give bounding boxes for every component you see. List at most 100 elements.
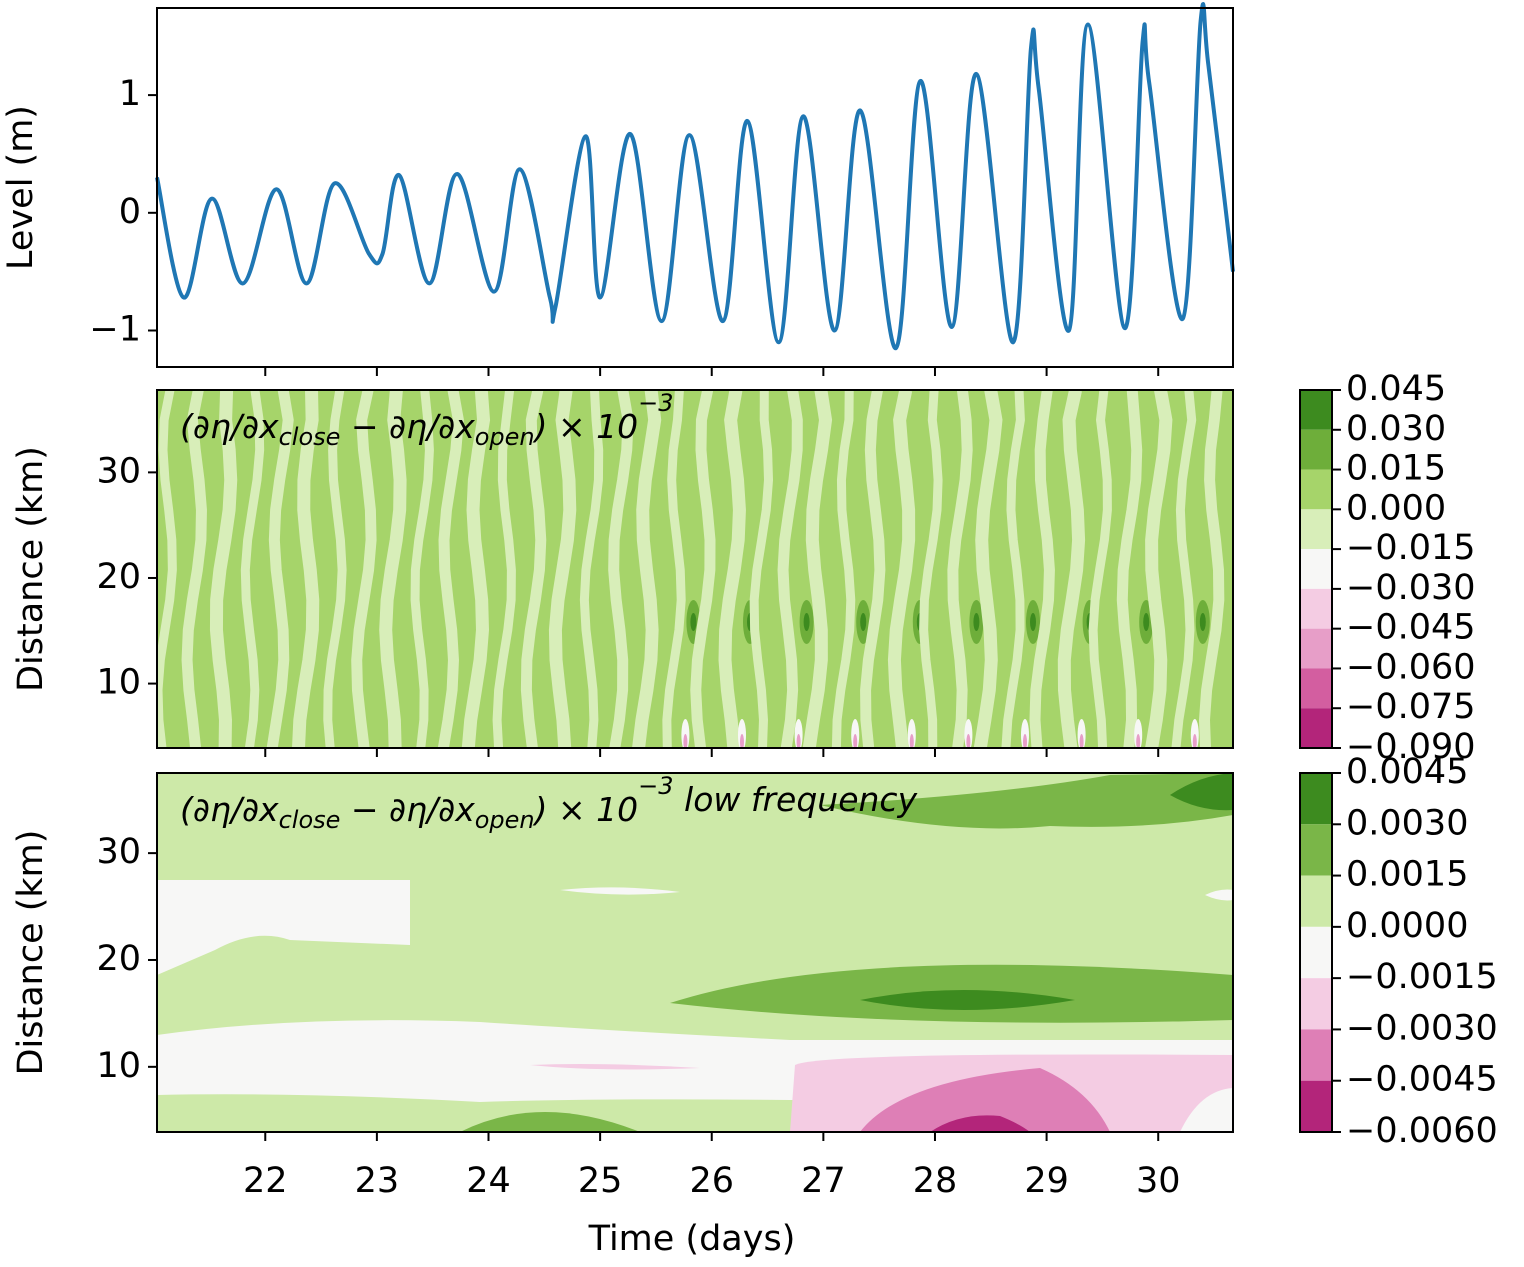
contour-stripe — [291, 390, 320, 748]
annotation-part: open — [475, 423, 535, 451]
colorbar-tick-label: 0.000 — [1346, 488, 1446, 528]
x-tick-label: 24 — [466, 1161, 511, 1201]
annotation-part: (∂η/∂x — [180, 407, 279, 446]
colorbar-band — [1300, 509, 1332, 550]
y-tick-label: −1 — [89, 310, 141, 350]
colorbar-tick-label: −0.075 — [1346, 687, 1476, 727]
x-tick-label: 30 — [1136, 1161, 1181, 1201]
colorbar-band — [1300, 628, 1332, 669]
contour-field — [157, 773, 1233, 1132]
y-axis-label: Level (m) — [1, 105, 41, 270]
y-tick-label: 10 — [96, 663, 141, 703]
contour-stripe — [240, 390, 265, 748]
contour-stripe — [437, 390, 464, 748]
colorbar-band — [1300, 708, 1332, 748]
y-axis-label: Distance (km) — [11, 830, 51, 1076]
contour-stripe — [718, 390, 746, 748]
colorbar-tick-label: −0.0060 — [1346, 1111, 1498, 1151]
colorbar-tick-label: 0.0045 — [1346, 752, 1468, 792]
annotation-part: ) × 10 — [532, 407, 639, 446]
colorbar-tick-label: −0.015 — [1346, 528, 1476, 568]
colorbar-tick-label: −0.030 — [1346, 568, 1476, 608]
colorbar-tick-label: 0.0015 — [1346, 855, 1468, 895]
contour-stripe — [662, 390, 686, 748]
contour-stripe — [777, 390, 803, 748]
colorbar-band — [1300, 926, 1332, 979]
contour-stripe — [1001, 390, 1025, 748]
annotation-part: ) × 10 — [532, 790, 639, 829]
x-tick-label: 26 — [689, 1161, 734, 1201]
annotation-part: − ∂η/∂x — [340, 407, 475, 446]
colorbar-tick-label: 0.0030 — [1346, 803, 1468, 843]
colorbar-band — [1300, 1080, 1332, 1132]
contour-blob — [909, 734, 914, 748]
contour-stripe — [492, 390, 516, 748]
y-tick-label: 30 — [96, 451, 141, 491]
contour-stripe — [1198, 390, 1225, 748]
contour-blob — [794, 719, 803, 748]
contour-blob — [1136, 734, 1141, 748]
colorbar-band — [1300, 390, 1332, 430]
annotation-part: − ∂η/∂x — [340, 790, 475, 829]
level-line — [155, 2, 1235, 351]
contour-blob — [1134, 719, 1143, 748]
contour-blob — [1192, 734, 1197, 748]
annotation-part: close — [279, 806, 341, 834]
x-tick-label: 28 — [913, 1161, 958, 1201]
colorbar-band — [1300, 773, 1332, 825]
contour-stripe — [1057, 390, 1086, 748]
contour-blob — [973, 613, 980, 631]
annotation-part: (∂η/∂x — [180, 790, 279, 829]
contour-blob — [907, 719, 916, 748]
colorbar-tick-label: 0.015 — [1346, 449, 1446, 489]
contour-field — [157, 390, 1233, 748]
contour-stripe — [323, 390, 347, 748]
contour-blob — [1023, 734, 1027, 748]
contour-blob — [860, 613, 867, 631]
contour-stripe — [548, 390, 577, 748]
annotation: (∂η/∂xclose − ∂η/∂xopen) × 10−3 low freq… — [180, 772, 918, 834]
contour-stripe — [1171, 390, 1197, 748]
contour-stripe — [1116, 390, 1143, 748]
colorbar-tick-label: 0.030 — [1346, 409, 1446, 449]
contour-stripe — [181, 390, 207, 748]
contour-stripe — [947, 390, 973, 748]
x-tick-label: 29 — [1024, 1161, 1069, 1201]
contour-stripe — [266, 390, 294, 748]
y-axis-label: Distance (km) — [11, 446, 51, 692]
y-tick-label: 20 — [96, 557, 141, 597]
contour-blob — [1199, 613, 1206, 631]
contour-stripe — [410, 390, 434, 748]
contour-blob — [683, 734, 688, 748]
contour-stripe — [860, 390, 886, 748]
contour-blob — [740, 734, 744, 748]
contour-stripe — [608, 390, 634, 748]
contour-stripe — [1029, 390, 1055, 748]
colorbar-band — [1300, 978, 1332, 1030]
contour-stripe — [379, 390, 407, 748]
y-tick-label: 1 — [119, 74, 141, 114]
colorbar-tick-label: −0.060 — [1346, 647, 1476, 687]
colorbar-tick-label: 0.0000 — [1346, 906, 1468, 946]
contour-stripe — [831, 390, 856, 748]
y-tick-label: 10 — [96, 1046, 141, 1086]
y-tick-label: 0 — [119, 192, 141, 232]
contour-stripe — [579, 390, 604, 748]
colorbar-tick-label: −0.090 — [1346, 727, 1476, 767]
contour-blob — [1021, 719, 1029, 748]
colorbar-tick-label: 0.045 — [1346, 369, 1446, 409]
colorbar-tick-label: −0.045 — [1346, 608, 1476, 648]
contour-blob — [796, 734, 801, 748]
colorbar-frame — [1299, 389, 1333, 749]
y-tick-label: 30 — [96, 832, 141, 872]
x-tick-label: 23 — [355, 1161, 400, 1201]
contour-stripe — [919, 390, 943, 748]
contour-stripe — [520, 390, 547, 748]
contour-blob — [1190, 719, 1199, 748]
contour-stripe — [461, 390, 491, 748]
axes-frame — [156, 772, 1234, 1133]
contour-blob — [681, 719, 690, 748]
contour-blob — [738, 719, 746, 748]
colorbar-tick-label: −0.0045 — [1346, 1060, 1498, 1100]
colorbar-band — [1300, 875, 1332, 927]
